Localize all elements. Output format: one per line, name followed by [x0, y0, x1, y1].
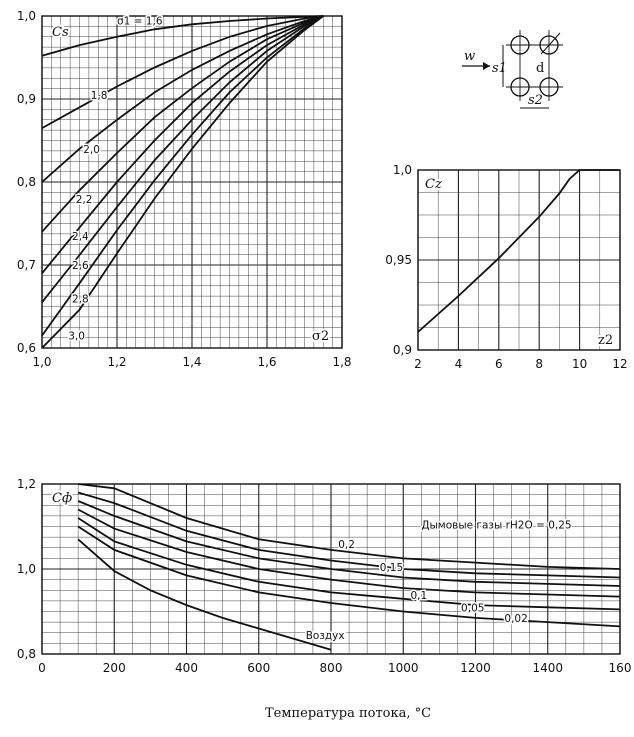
cphi-chart: 0 200 400 600 800 1000 1200 1400 160 0,8 1,0 1,2 Cф Т…: [17, 477, 632, 723]
x-tick-label: 160: [609, 661, 632, 675]
series-line: [41, 15, 324, 274]
flow-arrowhead: [483, 62, 490, 70]
series-label: 0,15: [380, 562, 403, 574]
y-axis-label: Cs: [52, 25, 69, 40]
x-tick-label: 400: [175, 661, 198, 675]
series-line: [41, 15, 324, 303]
x-axis-label: Температура потока, °С: [265, 706, 431, 721]
x-tick-label: 1,6: [257, 355, 276, 369]
y-tick-label: 0,8: [17, 647, 36, 661]
d-dim-line: [540, 32, 561, 55]
tube-bundle-diagram: w s1 s2 d: [462, 30, 563, 109]
y-axis-label: Cz: [425, 177, 442, 192]
series-label: 0,2: [338, 539, 355, 551]
y-tick-label: 0,9: [393, 343, 412, 357]
series-line: [41, 15, 324, 183]
y-tick-label: 0,95: [385, 253, 412, 267]
series-line: [41, 15, 324, 337]
series-label: 2,6: [72, 260, 89, 272]
y-tick-label: 1,0: [393, 163, 412, 177]
series-label: 0,05: [461, 603, 484, 615]
y-tick-label: 0,9: [17, 92, 36, 106]
y-tick-label: 0,6: [17, 341, 36, 355]
d-label: d: [536, 61, 544, 76]
x-tick-label: 1,2: [107, 355, 126, 369]
x-axis-label: σ2: [312, 329, 329, 344]
series-line: [41, 15, 324, 349]
series-line: [41, 15, 324, 233]
series-label: 0,02: [504, 613, 527, 625]
x-tick-label: 4: [455, 357, 463, 371]
series-line: [77, 538, 332, 651]
y-axis-label: Cф: [52, 491, 72, 506]
series-line: [41, 15, 324, 129]
y-tick-label: 1,2: [17, 477, 36, 491]
x-tick-label: 2: [414, 357, 422, 371]
x-tick-label: 600: [247, 661, 270, 675]
x-tick-label: 0: [38, 661, 46, 675]
series-label: 1,8: [91, 90, 108, 102]
x-tick-label: 1400: [532, 661, 563, 675]
x-tick-label: 6: [495, 357, 503, 371]
series-label: σ1 = 1,6: [117, 15, 163, 27]
series-label: Дымовые газы rH2O = 0,25: [421, 520, 571, 532]
series-label: 2,0: [83, 144, 100, 156]
x-tick-label: 200: [103, 661, 126, 675]
x-tick-label: 1,4: [182, 355, 201, 369]
y-tick-label: 1,0: [17, 562, 36, 576]
series-label: 3,0: [68, 331, 85, 343]
x-tick-label: 1,8: [332, 355, 351, 369]
x-axis-label: z2: [598, 333, 613, 348]
series-line: [77, 491, 621, 579]
series-label: 0,1: [410, 590, 427, 602]
x-tick-label: 8: [535, 357, 543, 371]
series-line: [77, 508, 621, 598]
series-line: [77, 500, 621, 587]
cs-chart: 1,0 1,2 1,4 1,6 1,8 0,6 0,7 0,8 0,9 1,0 Cs σ2 σ1 = 1…: [17, 9, 352, 369]
x-tick-label: 12: [612, 357, 627, 371]
series-label: 2,4: [72, 231, 89, 243]
x-tick-label: 800: [320, 661, 343, 675]
series-label: Воздух: [306, 630, 345, 642]
x-tick-label: 1,0: [32, 355, 51, 369]
x-tick-label: 1200: [460, 661, 491, 675]
y-tick-label: 0,7: [17, 258, 36, 272]
series-line: [77, 483, 621, 570]
series-label: 2,2: [76, 194, 93, 206]
plot-frame: [417, 169, 621, 351]
flow-w-label: w: [464, 49, 475, 64]
s1-label: s1: [492, 61, 507, 76]
series-line: [77, 525, 621, 628]
series-line: [41, 15, 324, 57]
y-tick-label: 0,8: [17, 175, 36, 189]
series-label: 2,8: [72, 293, 89, 305]
x-tick-label: 10: [572, 357, 587, 371]
series-line: [77, 517, 621, 611]
s2-label: s2: [528, 93, 543, 108]
cz-chart: 2 4 6 8 10 12 0,9 0,95 1,0 Cz z2: [385, 163, 627, 371]
y-tick-label: 1,0: [17, 9, 36, 23]
series-line: [417, 169, 620, 333]
x-tick-label: 1000: [388, 661, 419, 675]
